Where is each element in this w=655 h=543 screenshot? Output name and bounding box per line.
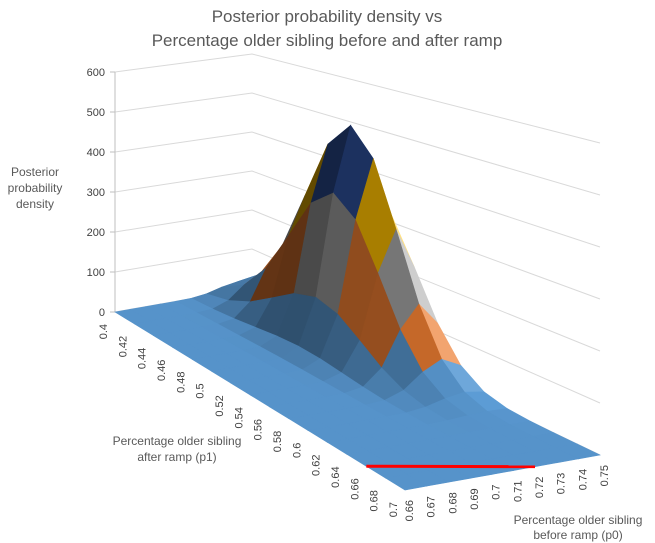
z-axis: 0 100 200 300 400 500 600 — [87, 67, 116, 319]
p1-tick-label: 0.44 — [137, 348, 149, 369]
chart-title-line1: Posterior probability density vs — [212, 7, 443, 26]
p1-tick-label: 0.68 — [369, 490, 381, 511]
z-axis-title-2: probability — [8, 181, 63, 195]
gridline — [114, 248, 601, 404]
p1-tick-label: 0.58 — [272, 431, 284, 452]
p0-axis-ticks: 0.66 0.67 0.68 0.69 0.7 0.71 0.72 0.73 0.74 0.75 — [404, 465, 611, 521]
z-tick-label: 300 — [87, 187, 105, 199]
gridline — [114, 53, 601, 144]
z-tick-label: 200 — [87, 227, 105, 239]
z-tick-label: 600 — [87, 67, 105, 79]
gridline — [114, 131, 601, 248]
p0-tick-label: 0.73 — [556, 473, 568, 494]
surface-plot — [114, 124, 601, 491]
p0-tick-label: 0.66 — [404, 500, 416, 521]
chart-title-line2: Percentage older sibling before and afte… — [152, 31, 503, 50]
p0-axis-title-1: Percentage older sibling — [514, 513, 643, 527]
p0-axis-title-2: before ramp (p0) — [533, 528, 622, 542]
p1-tick-label: 0.62 — [311, 455, 323, 476]
z-tick-label: 400 — [87, 147, 105, 159]
z-tick-label: 100 — [87, 267, 105, 279]
p1-axis-title-1: Percentage older sibling — [113, 434, 242, 448]
p0-tick-label: 0.68 — [447, 492, 459, 513]
p1-tick-label: 0.54 — [233, 407, 245, 428]
p1-tick-label: 0.56 — [253, 419, 265, 440]
p1-tick-label: 0.64 — [330, 466, 342, 487]
z-tick-label: 500 — [87, 107, 105, 119]
p1-tick-label: 0.66 — [349, 478, 361, 499]
z-axis-title-1: Posterior — [11, 165, 59, 179]
p1-tick-label: 0.4 — [98, 324, 110, 339]
surface-facet — [384, 474, 428, 491]
p0-tick-label: 0.74 — [577, 469, 589, 490]
p0-tick-label: 0.75 — [599, 465, 611, 486]
p0-tick-label: 0.7 — [491, 484, 503, 499]
z-tick-label: 0 — [99, 307, 105, 319]
gridline — [114, 209, 601, 352]
p1-tick-label: 0.46 — [156, 360, 168, 381]
p1-tick-label: 0.7 — [388, 502, 400, 517]
p1-tick-label: 0.6 — [291, 443, 303, 458]
gridline — [114, 92, 601, 196]
p1-tick-label: 0.48 — [175, 371, 187, 392]
z-axis-title-3: density — [16, 197, 54, 211]
p1-tick-label: 0.42 — [117, 336, 129, 357]
p1-tick-label: 0.52 — [214, 395, 226, 416]
p0-tick-label: 0.71 — [512, 481, 524, 502]
p1-axis-title-2: after ramp (p1) — [137, 450, 216, 464]
gridline — [114, 170, 601, 300]
p1-tick-label: 0.5 — [195, 383, 207, 398]
p1-axis-ticks: 0.4 0.42 0.44 0.46 0.48 0.5 0.52 0.54 0.56 0.58 0.… — [98, 324, 400, 517]
p0-tick-label: 0.67 — [426, 496, 438, 517]
gridlines — [114, 53, 601, 456]
p0-tick-label: 0.69 — [469, 488, 481, 509]
p0-tick-label: 0.72 — [534, 477, 546, 498]
